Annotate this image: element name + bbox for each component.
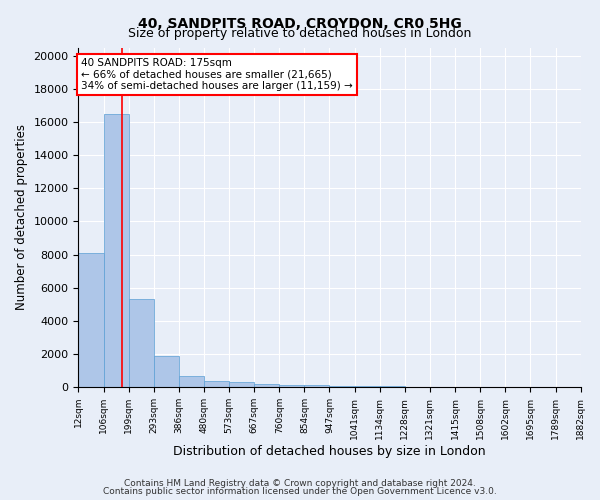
Bar: [79, 253, 104, 387]
Text: 40 SANDPITS ROAD: 175sqm
← 66% of detached houses are smaller (21,665)
34% of se: 40 SANDPITS ROAD: 175sqm ← 66% of detach…: [81, 58, 353, 91]
Bar: [355, 386, 380, 387]
Bar: [128, 300, 154, 387]
Bar: [204, 382, 229, 387]
Bar: [154, 356, 179, 387]
Bar: [254, 384, 279, 387]
Bar: [304, 386, 329, 387]
Y-axis label: Number of detached properties: Number of detached properties: [15, 124, 28, 310]
Bar: [104, 114, 128, 387]
Text: Contains HM Land Registry data © Crown copyright and database right 2024.: Contains HM Land Registry data © Crown c…: [124, 479, 476, 488]
X-axis label: Distribution of detached houses by size in London: Distribution of detached houses by size …: [173, 444, 486, 458]
Bar: [329, 386, 355, 387]
Bar: [229, 382, 254, 387]
Bar: [279, 384, 304, 387]
Bar: [179, 376, 204, 387]
Bar: [380, 386, 405, 387]
Text: Contains public sector information licensed under the Open Government Licence v3: Contains public sector information licen…: [103, 486, 497, 496]
Text: Size of property relative to detached houses in London: Size of property relative to detached ho…: [128, 28, 472, 40]
Text: 40, SANDPITS ROAD, CROYDON, CR0 5HG: 40, SANDPITS ROAD, CROYDON, CR0 5HG: [138, 18, 462, 32]
